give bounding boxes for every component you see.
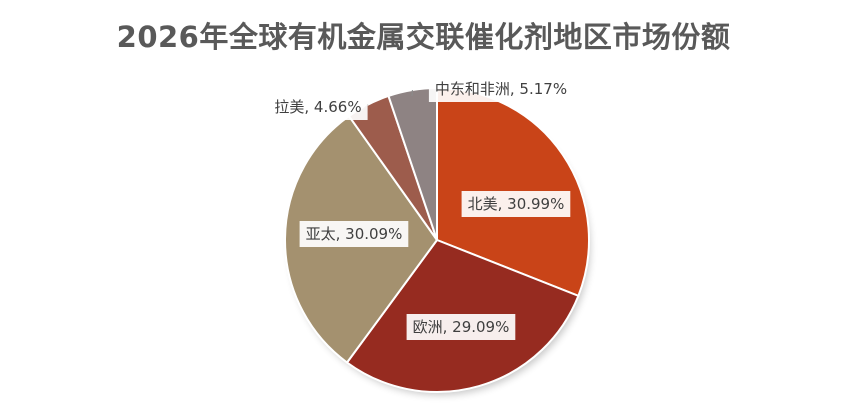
data-label-2: 欧洲, 29.09%: [406, 314, 516, 340]
chart-title: 2026年全球有机金属交联催化剂地区市场份额: [116, 20, 731, 54]
data-label-text-4: 拉美, 4.66%: [274, 98, 361, 116]
data-label-text-5: 中东和非洲, 5.17%: [435, 80, 567, 98]
data-label-box-2: [406, 314, 516, 340]
data-label-3: 亚太, 30.09%: [299, 221, 409, 247]
data-label-box-3: [299, 221, 409, 247]
data-label-box-5: [428, 76, 574, 102]
data-label-box-4: [268, 94, 368, 120]
data-label-text-1: 北美, 30.99%: [468, 195, 565, 213]
data-label-4: 拉美, 4.66%: [268, 94, 368, 120]
data-label-5: 中东和非洲, 5.17%: [428, 76, 574, 102]
data-label-1: 北美, 30.99%: [461, 191, 571, 217]
data-label-box-1: [461, 191, 571, 217]
data-label-text-2: 欧洲, 29.09%: [413, 318, 510, 336]
data-label-text-3: 亚太, 30.09%: [306, 225, 403, 243]
